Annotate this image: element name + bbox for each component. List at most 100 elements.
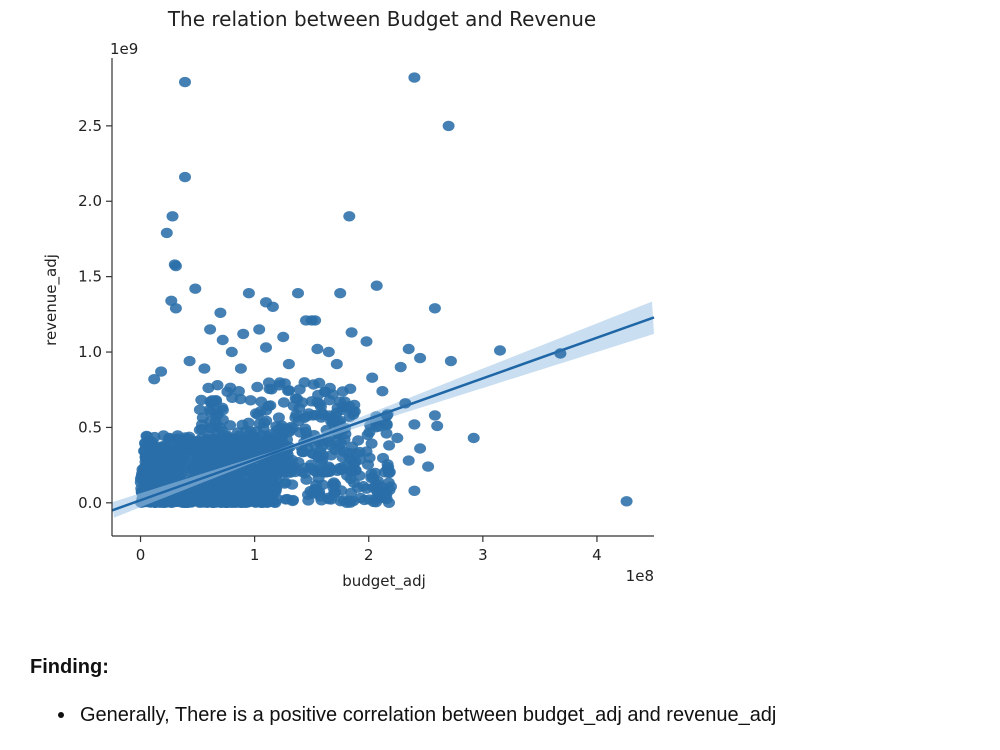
data-point	[344, 383, 357, 394]
data-point	[275, 432, 287, 444]
data-point	[422, 461, 435, 472]
x-tick-label: 3	[478, 546, 488, 564]
data-point	[136, 468, 149, 479]
x-tick-label: 0	[136, 546, 146, 564]
data-point	[352, 435, 365, 446]
data-point	[218, 493, 231, 505]
data-point	[167, 464, 180, 475]
data-point	[260, 342, 272, 353]
y-axis-label: revenue_adj	[42, 254, 61, 346]
y-tick-label: 2.5	[78, 117, 102, 135]
data-point	[350, 448, 362, 459]
data-point	[165, 448, 178, 459]
data-point	[203, 404, 216, 415]
data-point	[264, 476, 277, 487]
data-point	[236, 419, 249, 430]
data-point	[249, 477, 262, 489]
data-point	[382, 477, 395, 488]
data-point	[312, 452, 325, 463]
data-point	[144, 475, 157, 487]
data-point	[283, 426, 295, 438]
data-point	[377, 452, 389, 464]
data-point	[554, 348, 567, 359]
data-point	[203, 440, 216, 451]
data-point	[166, 211, 179, 222]
data-point	[309, 315, 322, 326]
data-point	[494, 345, 506, 356]
data-point	[343, 401, 356, 412]
data-point	[336, 462, 349, 473]
data-point	[334, 288, 347, 299]
data-point	[225, 346, 238, 358]
data-point	[217, 432, 230, 444]
data-point	[353, 470, 366, 481]
data-point	[139, 443, 152, 454]
data-point	[251, 381, 264, 393]
chart-title: The relation between Budget and Revenue	[167, 7, 596, 31]
data-point	[301, 442, 314, 453]
data-point	[141, 431, 154, 442]
data-point	[216, 334, 229, 346]
data-point	[290, 409, 303, 420]
data-point	[383, 440, 396, 451]
data-point	[191, 441, 204, 452]
data-point	[428, 410, 441, 421]
data-point	[444, 355, 457, 367]
data-point	[275, 420, 288, 431]
data-point	[169, 303, 182, 314]
data-point	[366, 372, 379, 383]
finding-heading: Finding:	[30, 656, 109, 678]
data-point	[160, 227, 173, 239]
data-point	[325, 450, 338, 461]
data-point	[255, 396, 268, 407]
data-point	[291, 393, 304, 405]
data-point	[282, 358, 295, 370]
data-point	[277, 331, 290, 343]
data-point	[250, 445, 263, 456]
data-point	[399, 398, 412, 409]
data-point	[148, 374, 161, 385]
data-point	[260, 405, 273, 416]
data-point	[230, 450, 243, 461]
data-point	[214, 422, 227, 433]
data-point	[391, 432, 404, 444]
data-point	[193, 424, 206, 436]
data-point	[376, 386, 389, 397]
data-point	[214, 459, 227, 470]
bullet-icon	[58, 712, 64, 718]
data-point	[284, 467, 297, 478]
data-point	[344, 497, 357, 508]
data-point	[620, 496, 633, 507]
data-point	[211, 380, 224, 391]
data-point	[183, 355, 196, 367]
data-point	[414, 352, 427, 364]
data-point	[195, 394, 208, 406]
x-axis-ticks: 0 1 2 3 4	[136, 536, 602, 564]
y-tick-label: 2.0	[78, 192, 102, 210]
data-point	[176, 452, 188, 464]
data-point	[304, 485, 317, 497]
data-point	[216, 404, 229, 416]
data-point	[179, 171, 191, 183]
data-point	[431, 420, 444, 432]
data-point	[266, 495, 279, 507]
data-point	[365, 438, 378, 449]
data-point	[257, 423, 270, 434]
data-point	[196, 412, 209, 423]
data-point	[246, 486, 259, 497]
data-point	[265, 384, 278, 395]
data-point	[199, 488, 212, 499]
data-point	[394, 361, 407, 373]
data-point	[236, 436, 249, 447]
data-point	[142, 454, 155, 465]
data-point	[345, 327, 358, 338]
data-point	[305, 396, 318, 407]
data-point	[155, 457, 168, 469]
y-tick-label: 1.5	[78, 268, 102, 286]
x-offset-label: 1e8	[626, 567, 654, 585]
data-point	[279, 494, 292, 505]
data-point	[338, 446, 350, 457]
data-point	[316, 479, 329, 490]
data-point	[299, 462, 311, 474]
data-point	[157, 430, 170, 441]
